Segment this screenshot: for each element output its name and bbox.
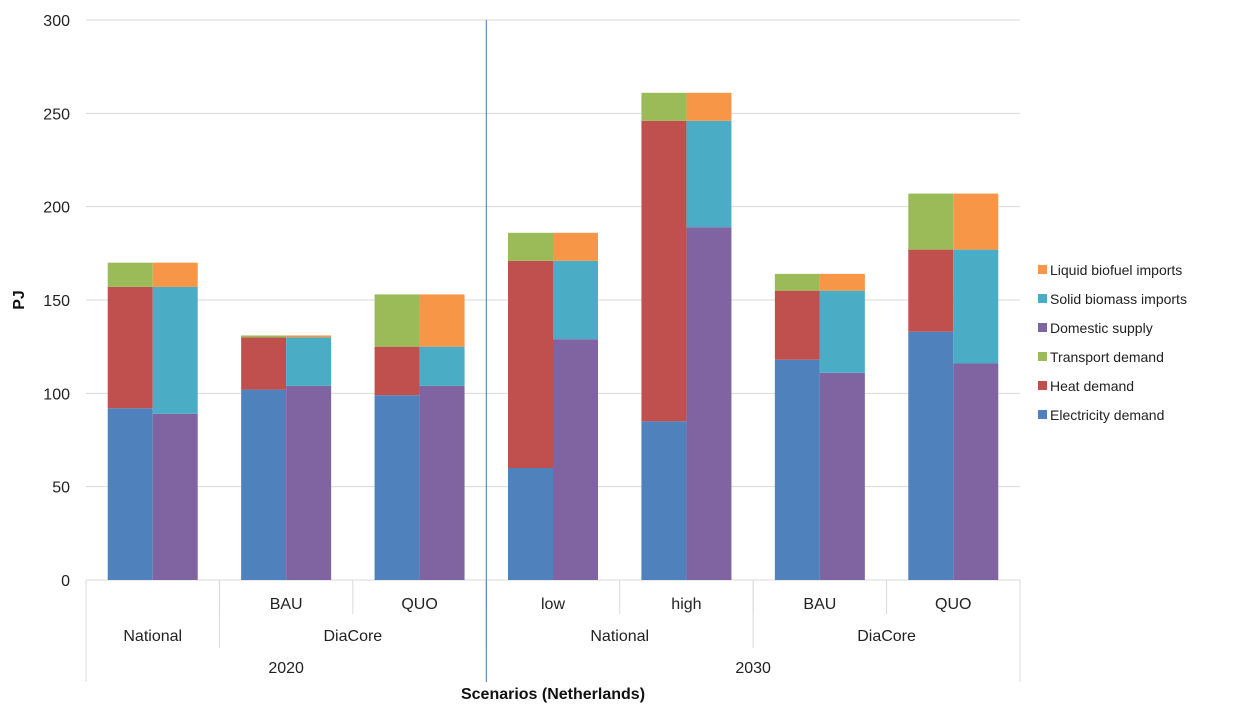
- x-axis-title: Scenarios (Netherlands): [461, 686, 645, 703]
- legend-label: Heat demand: [1050, 378, 1134, 394]
- bar-segment: [774, 290, 820, 360]
- y-axis-title: PJ: [11, 290, 28, 310]
- bar-segment: [152, 286, 198, 414]
- bar-segment: [641, 421, 687, 580]
- bar-segment: [686, 227, 732, 580]
- y-tick-label: 100: [43, 386, 70, 403]
- legend-label: Liquid biofuel imports: [1050, 262, 1182, 278]
- bar-segment: [908, 193, 954, 250]
- y-tick-label: 200: [43, 200, 70, 217]
- x-tick-label: high: [671, 596, 701, 613]
- bar-segment: [152, 413, 198, 580]
- bar-segment: [908, 331, 954, 580]
- bar-segment: [241, 335, 287, 338]
- bar-segment: [774, 359, 820, 580]
- x-tick-label: QUO: [401, 596, 437, 613]
- x-year-label: 2030: [735, 660, 771, 677]
- y-tick-label: 0: [61, 573, 70, 590]
- legend-swatch: [1038, 352, 1047, 361]
- bar-segment: [553, 260, 598, 340]
- legend-swatch: [1038, 265, 1047, 274]
- x-group-label: DiaCore: [324, 628, 383, 645]
- bar-segment: [107, 286, 153, 409]
- x-year-label: 2020: [268, 660, 304, 677]
- bar-segment: [641, 120, 687, 422]
- bar-segment: [774, 273, 820, 291]
- y-tick-label: 150: [43, 293, 70, 310]
- legend-item: Heat demand: [1038, 378, 1134, 394]
- x-group-label: National: [123, 628, 182, 645]
- legend-swatch: [1038, 381, 1047, 390]
- bar-segment: [953, 193, 999, 250]
- bar-segment: [107, 262, 153, 287]
- bar-segment: [241, 337, 287, 390]
- bar-segment: [286, 335, 332, 338]
- bar-segment: [908, 249, 954, 332]
- x-tick-label: BAU: [803, 596, 836, 613]
- bar-segment: [241, 389, 287, 580]
- legend-swatch: [1038, 294, 1047, 303]
- bars: [107, 92, 999, 580]
- bar-segment: [686, 92, 732, 121]
- bar-segment: [819, 290, 865, 373]
- y-tick-label: 250: [43, 106, 70, 123]
- legend-item: Domestic supply: [1038, 320, 1153, 336]
- bar-segment: [553, 232, 598, 261]
- legend-item: Liquid biofuel imports: [1038, 262, 1182, 278]
- legend-swatch: [1038, 323, 1047, 332]
- bar-segment: [508, 232, 553, 261]
- bar-segment: [374, 294, 420, 347]
- legend-label: Solid biomass imports: [1050, 291, 1187, 307]
- bar-segment: [508, 260, 553, 468]
- bar-segment: [419, 294, 465, 347]
- x-tick-label: BAU: [270, 596, 303, 613]
- legend-item: Electricity demand: [1038, 407, 1164, 423]
- bar-segment: [374, 346, 420, 396]
- bar-segment: [508, 468, 553, 580]
- bar-segment: [107, 408, 153, 580]
- legend-item: Transport demand: [1038, 349, 1164, 365]
- bar-segment: [419, 385, 465, 580]
- bar-segment: [953, 363, 999, 580]
- x-group-label: DiaCore: [857, 628, 916, 645]
- x-axis-categories: BAU QUO low high BAU QUO National DiaCore Nation…: [85, 20, 1021, 682]
- legend-item: Solid biomass imports: [1038, 291, 1187, 307]
- bar-segment: [686, 120, 732, 228]
- legend: Liquid biofuel imports Solid biomass impo…: [1038, 262, 1187, 423]
- bar-segment: [819, 372, 865, 580]
- bar-segment: [374, 395, 420, 580]
- bar-segment: [553, 339, 598, 580]
- bar-segment: [286, 385, 332, 580]
- bar-segment: [286, 337, 332, 386]
- y-tick-label: 50: [52, 480, 70, 497]
- y-tick-label: 300: [43, 13, 70, 30]
- bar-segment: [953, 249, 999, 364]
- bar-segment: [419, 346, 465, 386]
- bar-segment: [641, 92, 687, 121]
- x-tick-label: low: [541, 596, 565, 613]
- legend-label: Electricity demand: [1050, 407, 1164, 423]
- legend-label: Transport demand: [1050, 349, 1164, 365]
- y-tick-labels: 0 50 100 150 200 250 300: [43, 13, 70, 590]
- legend-swatch: [1038, 410, 1047, 419]
- legend-label: Domestic supply: [1050, 320, 1153, 336]
- x-tick-label: QUO: [935, 596, 971, 613]
- bar-segment: [819, 273, 865, 291]
- x-group-label: National: [590, 628, 649, 645]
- bar-segment: [152, 262, 198, 287]
